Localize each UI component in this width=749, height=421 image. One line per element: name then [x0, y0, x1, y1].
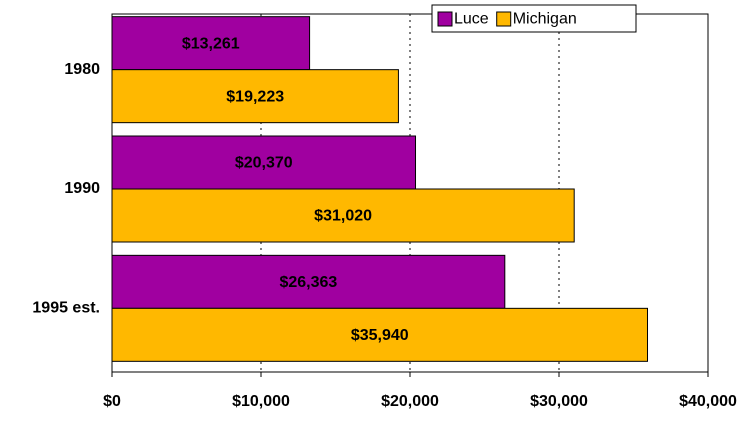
x-tick-label: $30,000: [530, 393, 588, 410]
value-label: $31,020: [314, 208, 372, 225]
x-tick-label: $0: [103, 393, 121, 410]
value-label: $26,363: [279, 274, 337, 291]
legend-box: [431, 4, 637, 33]
legend-label: Michigan: [513, 11, 577, 28]
bar: [111, 307, 649, 362]
x-tick-label: $40,000: [679, 393, 737, 410]
bar: [111, 135, 417, 190]
value-label: $19,223: [226, 88, 284, 105]
legend-label: Luce: [454, 11, 489, 28]
bar: [111, 188, 575, 243]
legend-swatch: [437, 11, 453, 27]
value-label: $20,370: [235, 155, 293, 172]
bar: [111, 16, 311, 71]
y-tick-label: 1995 est.: [32, 300, 100, 317]
value-label: $13,261: [182, 35, 240, 52]
x-tick-label: $10,000: [232, 393, 290, 410]
x-tick-label: $20,000: [381, 393, 439, 410]
plot-border: [111, 13, 709, 373]
bar: [111, 254, 506, 309]
y-tick-label: 1990: [64, 180, 100, 197]
y-tick-label: 1980: [64, 61, 100, 78]
value-label: $35,940: [351, 327, 409, 344]
legend-swatch: [496, 11, 512, 27]
